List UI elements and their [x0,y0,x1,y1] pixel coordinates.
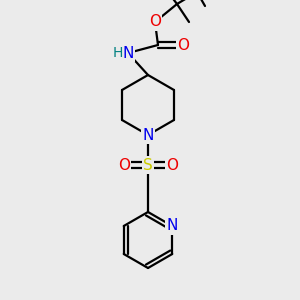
Text: O: O [118,158,130,172]
Text: H: H [113,46,123,60]
Text: O: O [166,158,178,172]
Text: N: N [142,128,154,142]
Text: S: S [143,158,153,172]
Text: O: O [177,38,189,52]
Text: N: N [167,218,178,233]
Text: O: O [149,14,161,29]
Text: N: N [122,46,134,61]
